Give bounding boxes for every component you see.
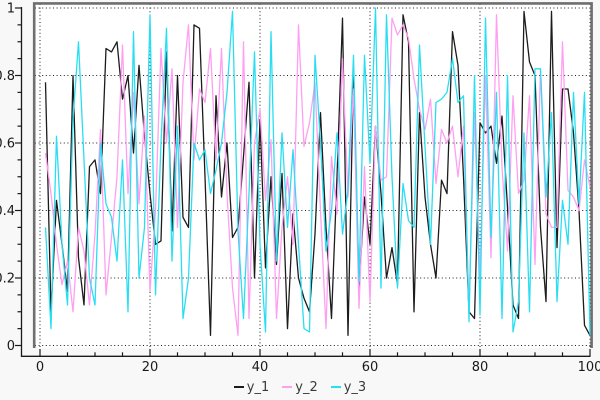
y-tick-label: 0: [7, 339, 15, 354]
y-tick-label: 0.8: [0, 69, 15, 84]
plot-frame: [32, 2, 593, 348]
y-tick-label: 0.6: [0, 137, 15, 152]
legend-item-y3: y_3: [330, 379, 367, 395]
y-tick-label: 1: [7, 2, 15, 17]
legend-label-y1: y_1: [246, 379, 270, 395]
x-tick-label: 60: [362, 360, 379, 375]
legend-item-y1: y_1: [233, 379, 270, 395]
x-tick-label: 0: [36, 360, 44, 375]
legend-label-y2: y_2: [295, 379, 318, 395]
legend-dash-y1-icon: [233, 386, 244, 388]
x-tick-label: 40: [252, 360, 269, 375]
x-tick-label: 80: [472, 360, 489, 375]
x-tick-label: 100: [578, 360, 600, 375]
series-line-y_3: [44, 7, 591, 336]
x-tick-label: 20: [142, 360, 159, 375]
legend-dash-y3-icon: [330, 386, 341, 388]
legend-item-y2: y_2: [282, 379, 318, 395]
legend: y_1 y_2 y_3: [0, 378, 600, 396]
legend-label-y3: y_3: [343, 379, 367, 395]
series-line-y_1: [44, 10, 591, 337]
y-tick-label: 0.4: [0, 204, 15, 219]
legend-dash-y2-icon: [282, 386, 293, 388]
y-tick-label: 0.2: [0, 272, 15, 287]
